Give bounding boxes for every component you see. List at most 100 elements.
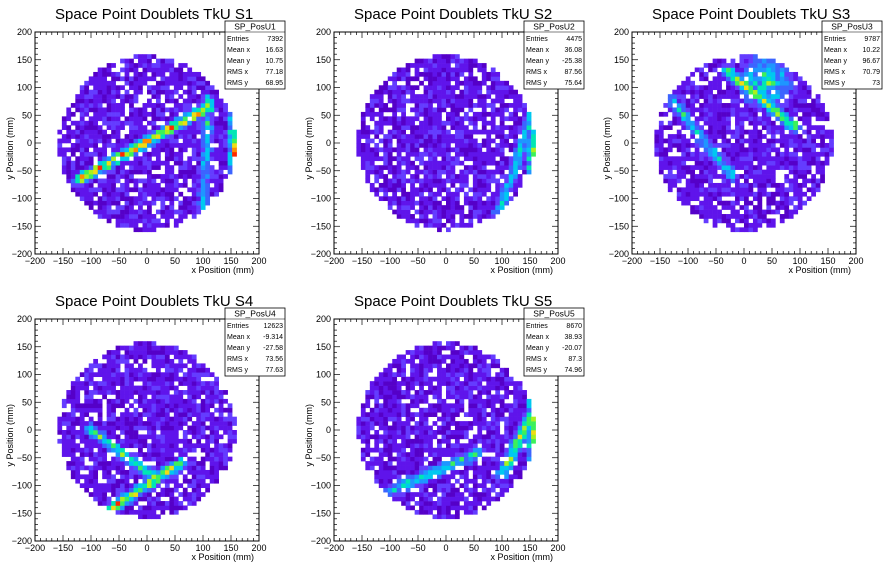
heatmap-bin — [70, 143, 76, 148]
heatmap-bin — [93, 403, 99, 409]
heatmap-bin — [423, 178, 429, 184]
heatmap-bin — [779, 125, 785, 130]
heatmap-bin — [658, 169, 664, 175]
heatmap-bin — [685, 98, 691, 104]
heatmap-bin — [383, 138, 389, 144]
heatmap-bin — [504, 200, 510, 206]
heatmap-bin — [133, 341, 139, 346]
heatmap-bin — [526, 143, 532, 148]
heatmap-bin — [472, 187, 478, 193]
heatmap-bin — [93, 425, 99, 431]
heatmap-bin — [820, 125, 825, 130]
heatmap-bin — [138, 341, 143, 346]
heatmap-bin — [88, 425, 94, 431]
heatmap-bin — [446, 76, 451, 82]
stats-histogram-name: SP_PosU3 — [831, 22, 873, 32]
heatmap-bin — [209, 125, 215, 130]
heatmap-bin — [499, 89, 505, 95]
heatmap-bin — [392, 209, 398, 215]
heatmap-bin — [218, 187, 224, 193]
heatmap-bin — [703, 151, 709, 157]
heatmap-bin — [214, 478, 219, 484]
heatmap-bin — [454, 94, 460, 99]
heatmap-bin — [93, 390, 99, 395]
heatmap-bin — [147, 403, 152, 409]
heatmap-bin — [735, 103, 740, 108]
heatmap-bin — [187, 447, 193, 453]
stats-label: Mean x — [227, 47, 250, 54]
heatmap-bin — [414, 169, 420, 175]
heatmap-bin — [200, 125, 206, 130]
axes: −200 −150 −100 −50 0 50 100 150 200200150100500−… — [5, 314, 267, 562]
heatmap-bin — [124, 363, 130, 369]
heatmap-bin — [490, 120, 496, 126]
heatmap-bin — [450, 111, 456, 117]
heatmap-bin — [410, 205, 415, 210]
heatmap-bin — [142, 143, 148, 148]
heatmap-bin — [432, 222, 438, 228]
heatmap-bin — [191, 80, 197, 86]
heatmap-bin — [761, 120, 767, 126]
heatmap-bin — [504, 107, 510, 113]
heatmap-bin — [441, 80, 447, 86]
heatmap-bin — [182, 134, 188, 139]
heatmap-bin — [437, 182, 442, 188]
heatmap-bin — [504, 134, 510, 139]
heatmap-bin — [522, 169, 527, 175]
heatmap-bin — [209, 456, 215, 462]
heatmap-bin — [84, 421, 90, 426]
heatmap-bin — [120, 209, 125, 215]
heatmap-bin — [793, 182, 799, 188]
heatmap-bin — [401, 111, 406, 117]
heatmap-bin — [205, 456, 211, 462]
heatmap-bin — [423, 205, 429, 210]
heatmap-bin — [200, 381, 206, 386]
heatmap-bin — [102, 129, 107, 135]
heatmap-bin — [111, 156, 116, 162]
heatmap-bin — [79, 116, 85, 122]
heatmap-bin — [164, 407, 170, 413]
heatmap-bin — [752, 125, 758, 130]
heatmap-bin — [441, 71, 447, 77]
heatmap-bin — [120, 438, 125, 444]
heatmap-bin — [178, 398, 184, 404]
heatmap-bin — [187, 416, 193, 422]
heatmap-bin — [115, 111, 121, 117]
heatmap-bin — [356, 430, 362, 435]
heatmap-bin — [196, 174, 202, 179]
heatmap-bin — [182, 205, 188, 210]
heatmap-bin — [793, 165, 799, 170]
heatmap-bin — [178, 94, 184, 99]
heatmap-bin — [84, 187, 90, 193]
heatmap-bin — [459, 134, 465, 139]
heatmap-bin — [378, 174, 384, 179]
heatmap-bin — [178, 465, 184, 471]
heatmap-bin — [486, 76, 492, 82]
heatmap-bin — [739, 147, 745, 153]
heatmap-bin — [374, 174, 380, 179]
heatmap-bin — [468, 63, 474, 68]
heatmap-bin — [169, 143, 175, 148]
heatmap-bin — [694, 107, 700, 113]
heatmap-bin — [129, 205, 134, 210]
heatmap-bin — [748, 191, 754, 197]
heatmap-bin — [735, 116, 740, 122]
heatmap-bin — [200, 478, 206, 484]
heatmap-bin — [387, 205, 393, 210]
heatmap-bin — [365, 165, 371, 170]
heatmap-bin — [748, 107, 754, 113]
heatmap-bin — [708, 205, 713, 210]
heatmap-bin — [712, 76, 718, 82]
heatmap-bin — [102, 85, 107, 91]
heatmap-bin — [694, 156, 700, 162]
heatmap-bin — [151, 107, 157, 113]
heatmap-bin — [138, 425, 143, 431]
heatmap-bin — [775, 94, 781, 99]
heatmap-bin — [770, 125, 776, 130]
heatmap-bin — [414, 156, 420, 162]
heatmap-bin — [708, 80, 713, 86]
heatmap-bin — [155, 222, 161, 228]
heatmap-bin — [681, 111, 687, 117]
heatmap-bin — [196, 107, 202, 113]
heatmap-bin — [102, 191, 107, 197]
